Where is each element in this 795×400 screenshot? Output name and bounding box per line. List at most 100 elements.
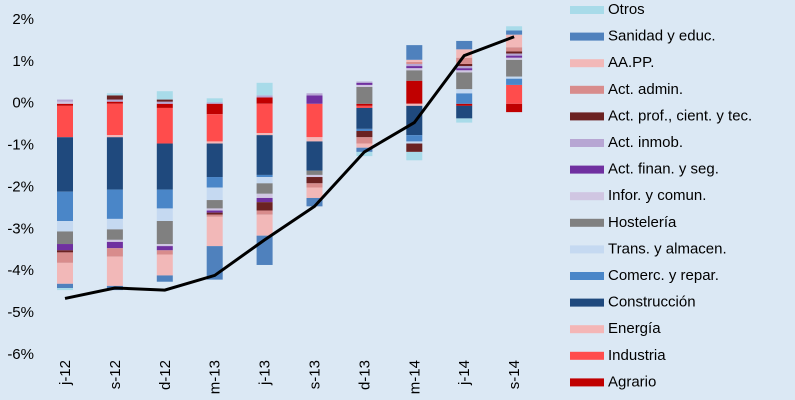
bar-segment <box>57 99 73 102</box>
bar-segment <box>406 59 423 62</box>
legend-label: Energía <box>608 320 661 337</box>
bar-segment <box>206 102 223 104</box>
y-tick-label: 0% <box>12 95 34 112</box>
legend-swatch <box>570 218 604 227</box>
bar-segment <box>206 177 223 188</box>
legend-label: Act. admin. <box>608 81 683 98</box>
legend-swatch <box>570 245 604 254</box>
bar-segment <box>106 248 123 257</box>
bar-segment <box>106 239 123 242</box>
bar-segment <box>106 189 123 219</box>
bar-segment <box>356 87 373 104</box>
x-tick-label: j-13 <box>257 360 274 386</box>
bar-segment <box>156 101 173 104</box>
bar-segment <box>156 107 173 144</box>
y-tick-label: 2% <box>12 11 34 28</box>
bar-segment <box>506 53 523 56</box>
bar-segment <box>406 66 423 69</box>
legend-label: Act. inmob. <box>608 134 683 151</box>
bar-segment <box>456 72 473 90</box>
legend-label: Act. prof., cient. y tec. <box>608 107 752 124</box>
legend-label: Trans. y almacen. <box>608 240 727 257</box>
bar-segment <box>306 95 323 104</box>
bar-segment <box>106 218 123 230</box>
bar-segment <box>156 275 173 282</box>
bar-segment <box>206 141 223 144</box>
legend-label: Agrario <box>608 373 656 390</box>
bar-segment <box>406 80 423 104</box>
bar-segment <box>506 59 523 77</box>
bar-segment <box>356 130 373 138</box>
bar-segment <box>256 97 273 104</box>
bar-segment <box>356 147 373 152</box>
bar-segment <box>57 105 73 138</box>
legend-swatch <box>570 351 604 360</box>
x-tick-label: m-14 <box>406 360 423 394</box>
bar-segment <box>306 174 323 178</box>
bar-segment <box>506 55 523 58</box>
legend-swatch <box>570 325 604 334</box>
bar-segment <box>156 91 173 100</box>
legend-label: Construcción <box>608 294 696 311</box>
x-tick-label: d-12 <box>157 360 174 390</box>
legend-swatch <box>570 139 604 147</box>
bar-segment <box>506 84 523 104</box>
bar-segment <box>456 63 473 67</box>
bar-segment <box>406 141 423 144</box>
legend-swatch <box>570 165 604 174</box>
bar-segment <box>406 68 423 71</box>
legend-label: Sanidad y educ. <box>608 28 716 45</box>
bar-segment <box>356 103 373 106</box>
bar-segment <box>256 174 273 178</box>
bar-segment <box>506 34 523 48</box>
legend-label: Industria <box>608 347 666 364</box>
bar-segment <box>306 170 323 175</box>
bar-segment <box>306 93 323 96</box>
bar-segment <box>306 137 323 142</box>
bar-segment <box>256 214 273 236</box>
bar-segment <box>206 187 223 201</box>
bar-segment <box>356 143 373 148</box>
legend-label: Comerc. y repar. <box>608 267 719 284</box>
bar-segment <box>57 191 73 221</box>
bar-segment <box>356 81 373 83</box>
bar-segment <box>156 246 173 251</box>
x-tick-label: s-14 <box>506 360 523 389</box>
bar-segment <box>306 197 323 207</box>
x-tick-label: j-12 <box>57 360 74 386</box>
bar-segment <box>156 99 173 102</box>
bar-segment <box>156 244 173 247</box>
bar-segment <box>506 76 523 79</box>
bar-segment <box>106 99 123 102</box>
bar-segment <box>206 103 223 115</box>
bar-segment <box>156 250 173 255</box>
bar-segment <box>57 288 73 291</box>
bar-segment <box>206 210 223 213</box>
bar-segment <box>306 141 323 171</box>
bar-segment <box>306 183 323 188</box>
bar-segment <box>156 208 173 221</box>
bar-segment <box>306 103 323 138</box>
bar-segment <box>456 66 473 69</box>
bar-segment <box>356 137 373 144</box>
bar-segment <box>206 214 223 217</box>
legend-swatch <box>570 32 604 41</box>
legend-swatch <box>570 298 604 307</box>
bar-segment <box>456 105 473 119</box>
bar-segment <box>356 105 373 108</box>
bar-segment <box>456 68 473 71</box>
bar-segment <box>57 244 73 251</box>
bar-segment <box>57 101 73 104</box>
bar-segment <box>406 151 423 161</box>
bar-segment <box>57 262 73 284</box>
legend-swatch <box>570 59 604 68</box>
bar-segment <box>506 103 523 113</box>
bar-segment <box>57 137 73 192</box>
legend-label: AA.PP. <box>608 54 654 71</box>
bar-segment <box>406 45 423 60</box>
bar-segment <box>356 84 373 87</box>
bar-segment <box>57 283 73 288</box>
bar-segment <box>256 210 273 215</box>
bar-segment <box>106 93 123 96</box>
bar-segment <box>206 98 223 103</box>
